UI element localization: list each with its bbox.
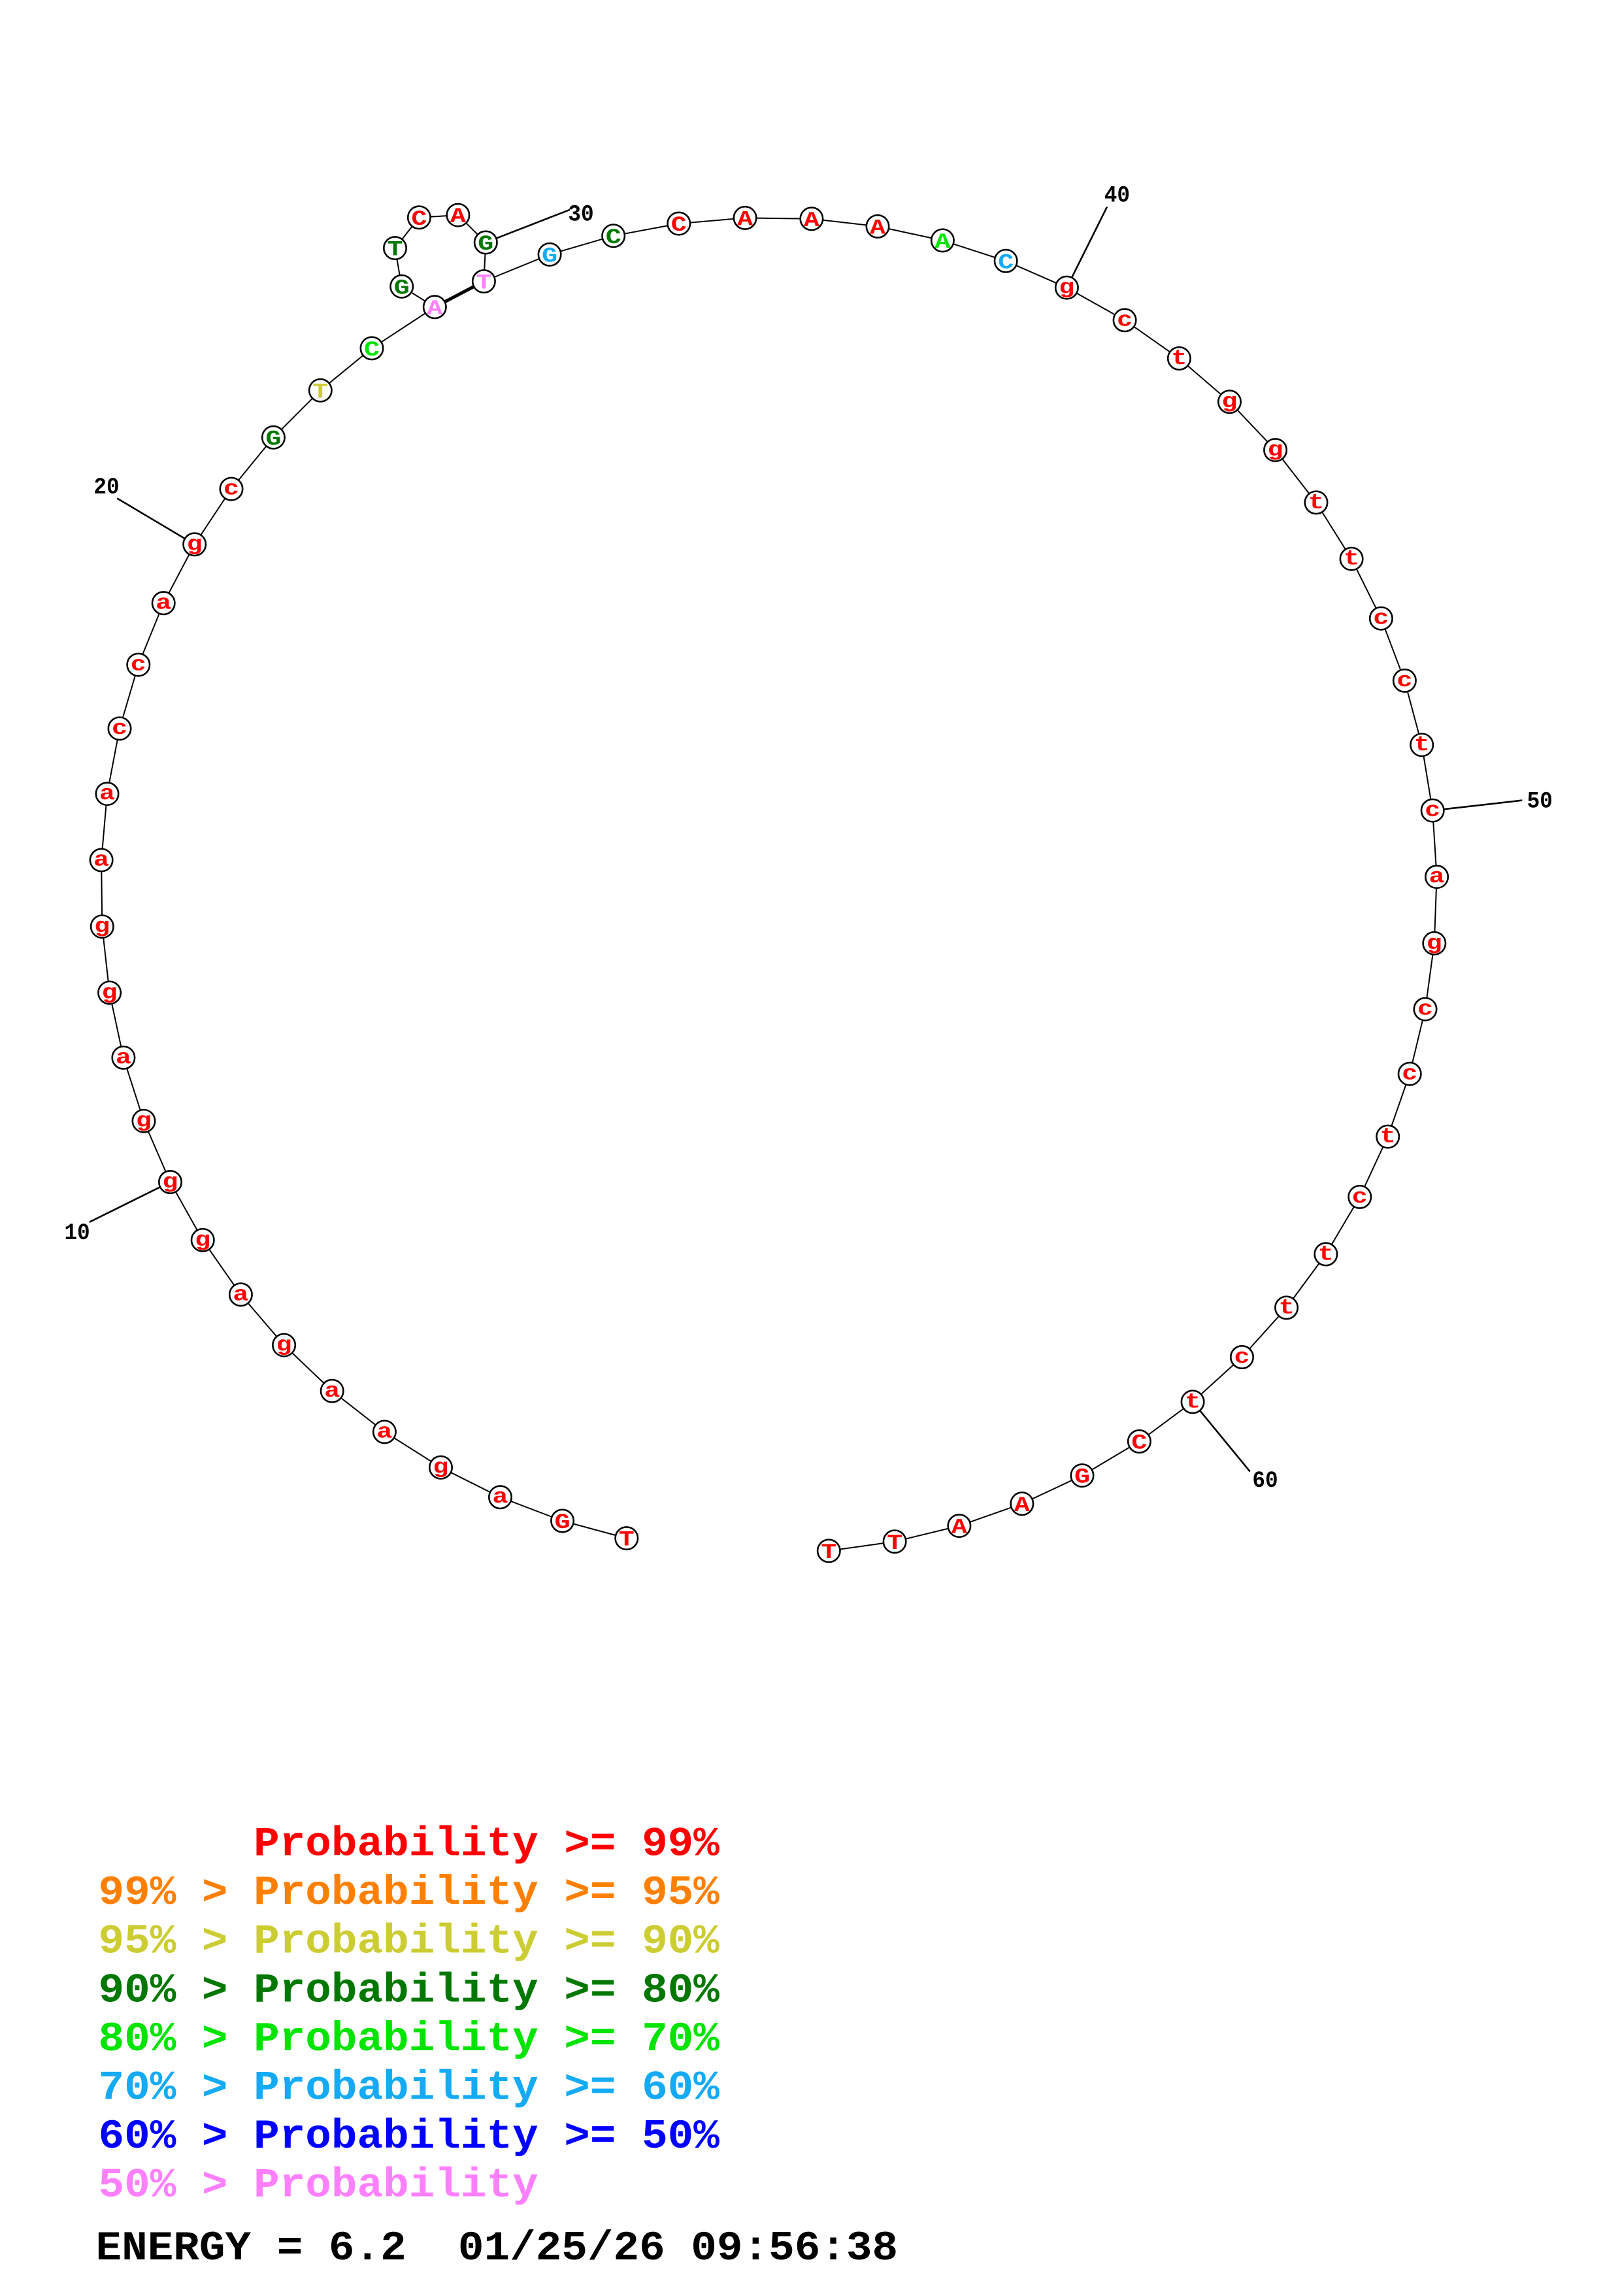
svg-text:A: A	[870, 216, 885, 240]
svg-text:T: T	[619, 1528, 635, 1552]
svg-text:A: A	[951, 1516, 967, 1539]
svg-text:G: G	[555, 1510, 570, 1534]
svg-text:a: a	[376, 1420, 392, 1444]
svg-text:c: c	[112, 717, 127, 740]
svg-text:C: C	[364, 338, 380, 361]
svg-text:C: C	[671, 214, 687, 237]
svg-text:t: t	[1380, 1125, 1396, 1148]
svg-text:a: a	[156, 591, 171, 615]
svg-text:20: 20	[93, 474, 119, 501]
svg-text:T: T	[476, 271, 491, 295]
svg-text:T: T	[312, 380, 328, 404]
svg-text:a: a	[233, 1283, 248, 1306]
svg-text:c: c	[1352, 1185, 1368, 1208]
svg-text:90% > Probability >= 80%: 90% > Probability >= 80%	[99, 1967, 720, 2014]
svg-text:a: a	[116, 1046, 131, 1069]
svg-text:c: c	[131, 653, 146, 676]
svg-text:g: g	[276, 1333, 292, 1357]
svg-text:g: g	[1059, 276, 1074, 299]
svg-text:g: g	[1427, 931, 1442, 955]
svg-text:c: c	[1425, 799, 1440, 822]
svg-text:g: g	[187, 533, 203, 556]
svg-text:40: 40	[1104, 183, 1130, 209]
svg-text:t: t	[1318, 1242, 1334, 1266]
svg-text:a: a	[324, 1379, 340, 1403]
svg-text:c: c	[1397, 669, 1412, 692]
svg-text:50% > Probability: 50% > Probability	[99, 2163, 538, 2210]
svg-text:50: 50	[1527, 789, 1553, 815]
svg-text:c: c	[1234, 1345, 1249, 1369]
svg-text:60: 60	[1252, 1468, 1278, 1494]
svg-text:g: g	[1221, 390, 1237, 414]
svg-text:99% > Probability >= 95%: 99% > Probability >= 95%	[99, 1870, 720, 1917]
svg-text:T: T	[887, 1531, 902, 1555]
svg-text:c: c	[1402, 1062, 1417, 1086]
svg-text:t: t	[1308, 491, 1324, 514]
svg-text:G: G	[1074, 1465, 1090, 1489]
svg-text:g: g	[433, 1456, 448, 1479]
svg-text:95% > Probability >= 90%: 95% > Probability >= 90%	[99, 1919, 720, 1966]
svg-text:A: A	[1014, 1493, 1030, 1517]
svg-text:t: t	[1279, 1296, 1295, 1320]
svg-text:A: A	[427, 297, 442, 320]
svg-text:10: 10	[64, 1220, 90, 1246]
svg-text:60% > Probability >= 50%: 60% > Probability >= 50%	[99, 2114, 720, 2161]
svg-text:A: A	[934, 230, 950, 254]
svg-text:C: C	[606, 225, 621, 249]
svg-text:a: a	[99, 782, 115, 806]
svg-text:G: G	[478, 232, 493, 256]
svg-text:t: t	[1414, 733, 1430, 757]
svg-text:C: C	[411, 207, 427, 231]
svg-text:c: c	[1417, 997, 1433, 1021]
svg-text:a: a	[1429, 865, 1445, 889]
svg-text:g: g	[1268, 438, 1283, 461]
svg-text:T: T	[821, 1540, 836, 1564]
svg-text:c: c	[1117, 308, 1132, 332]
svg-text:A: A	[737, 208, 753, 231]
svg-text:Probability >= 99%: Probability >= 99%	[254, 1822, 720, 1869]
svg-text:g: g	[162, 1170, 178, 1193]
svg-text:g: g	[195, 1228, 210, 1252]
svg-text:G: G	[394, 276, 410, 300]
svg-text:A: A	[804, 208, 819, 232]
svg-text:a: a	[492, 1486, 508, 1509]
svg-text:70% > Probability >= 60%: 70% > Probability >= 60%	[99, 2065, 720, 2112]
svg-text:a: a	[93, 848, 109, 872]
svg-text:C: C	[998, 251, 1014, 275]
svg-text:c: c	[223, 477, 239, 501]
svg-text:A: A	[450, 205, 466, 229]
svg-text:t: t	[1185, 1390, 1200, 1414]
svg-text:T: T	[387, 238, 403, 261]
svg-text:C: C	[1131, 1431, 1147, 1455]
svg-text:G: G	[265, 427, 281, 451]
svg-text:t: t	[1171, 346, 1187, 370]
svg-text:g: g	[94, 915, 110, 939]
svg-text:ENERGY = 6.2 01/25/26 09:56:3: ENERGY = 6.2 01/25/26 09:56:38	[96, 2225, 899, 2272]
svg-text:c: c	[1373, 607, 1389, 630]
svg-text:t: t	[1344, 547, 1359, 571]
svg-text:G: G	[542, 244, 557, 268]
svg-text:80% > Probability >= 70%: 80% > Probability >= 70%	[99, 2016, 720, 2063]
svg-text:g: g	[136, 1109, 152, 1133]
svg-text:g: g	[102, 981, 118, 1005]
svg-text:30: 30	[568, 201, 593, 227]
